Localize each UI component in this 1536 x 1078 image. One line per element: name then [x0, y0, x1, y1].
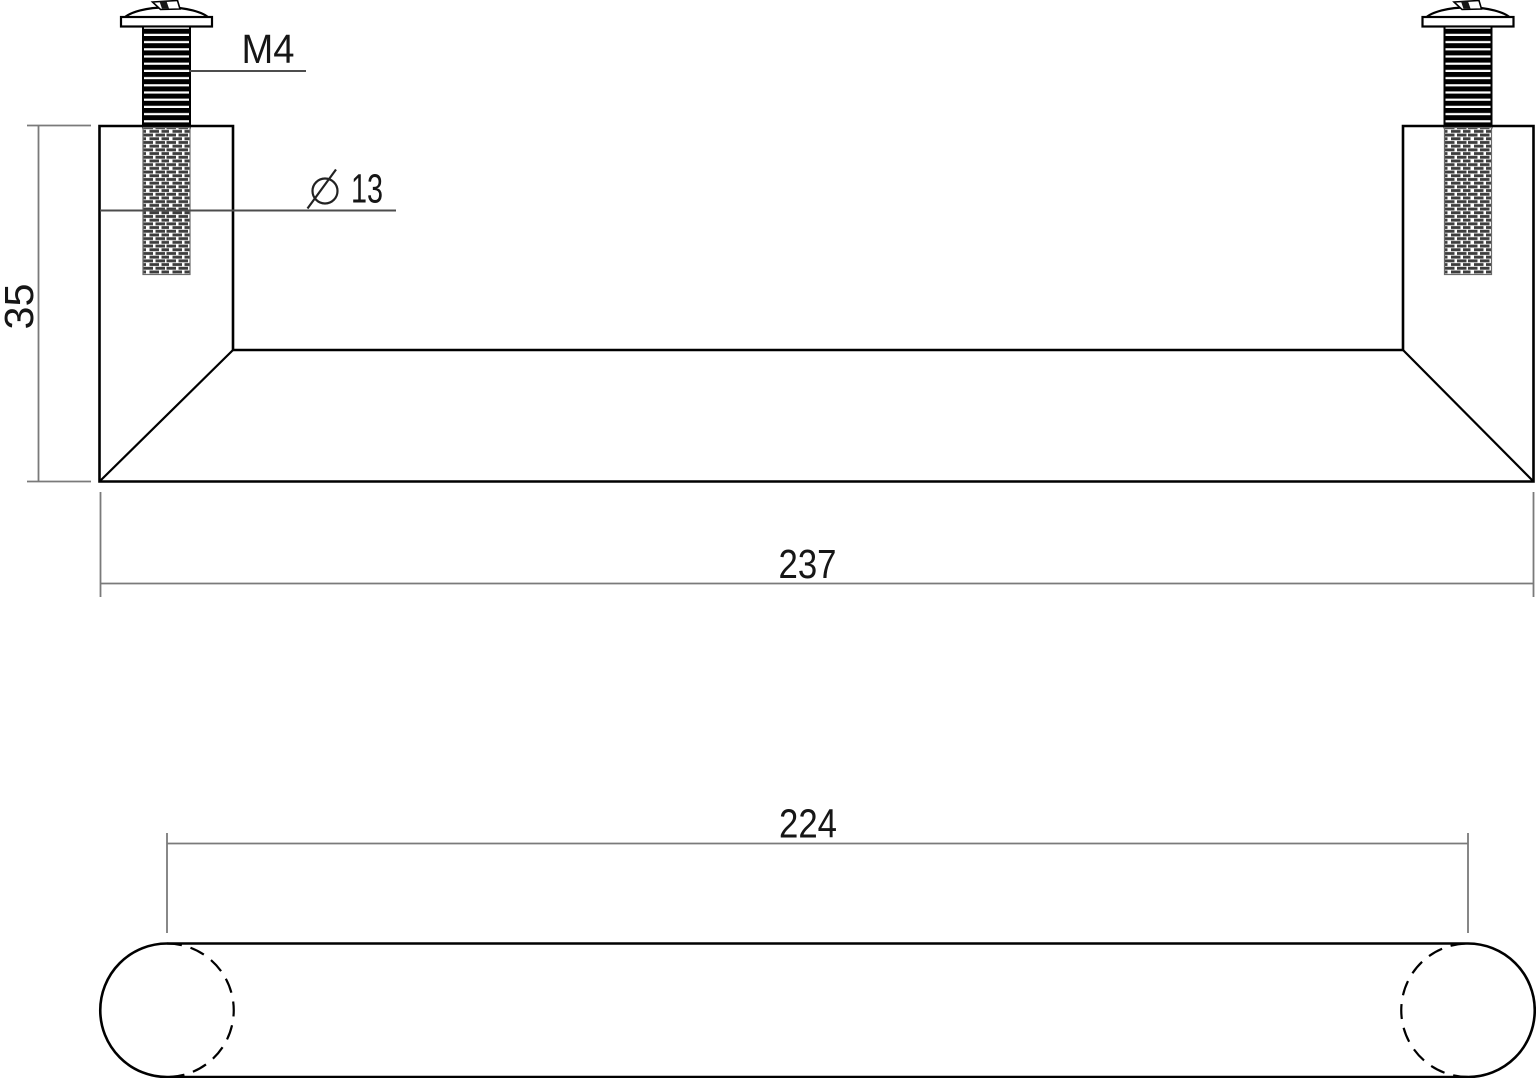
m4-callout: M4 [189, 26, 306, 72]
diameter-callout: 13 [100, 166, 396, 212]
handle-front-outline [98, 124, 1535, 483]
height-dimension: 35 [0, 124, 91, 483]
length-dimension-label: 237 [779, 541, 837, 587]
handle-bar-outline [99, 942, 1536, 1078]
diameter-symbol-icon [306, 168, 339, 210]
length-dimension: 237 [99, 492, 1535, 597]
center-distance-label: 224 [779, 801, 837, 847]
top-view: 224 [99, 801, 1536, 1078]
front-view: M4 13 35 237 [0, 0, 1535, 597]
hidden-edge-arc-right [1400, 942, 1469, 1078]
miter-line-right [1402, 349, 1535, 483]
miter-line-left [98, 349, 234, 483]
m4-label: M4 [242, 26, 295, 72]
center-distance-dimension: 224 [166, 801, 1469, 933]
hidden-edge-arc-left [166, 942, 235, 1078]
diameter-value-label: 13 [351, 166, 383, 212]
height-dimension-label: 35 [0, 284, 42, 330]
